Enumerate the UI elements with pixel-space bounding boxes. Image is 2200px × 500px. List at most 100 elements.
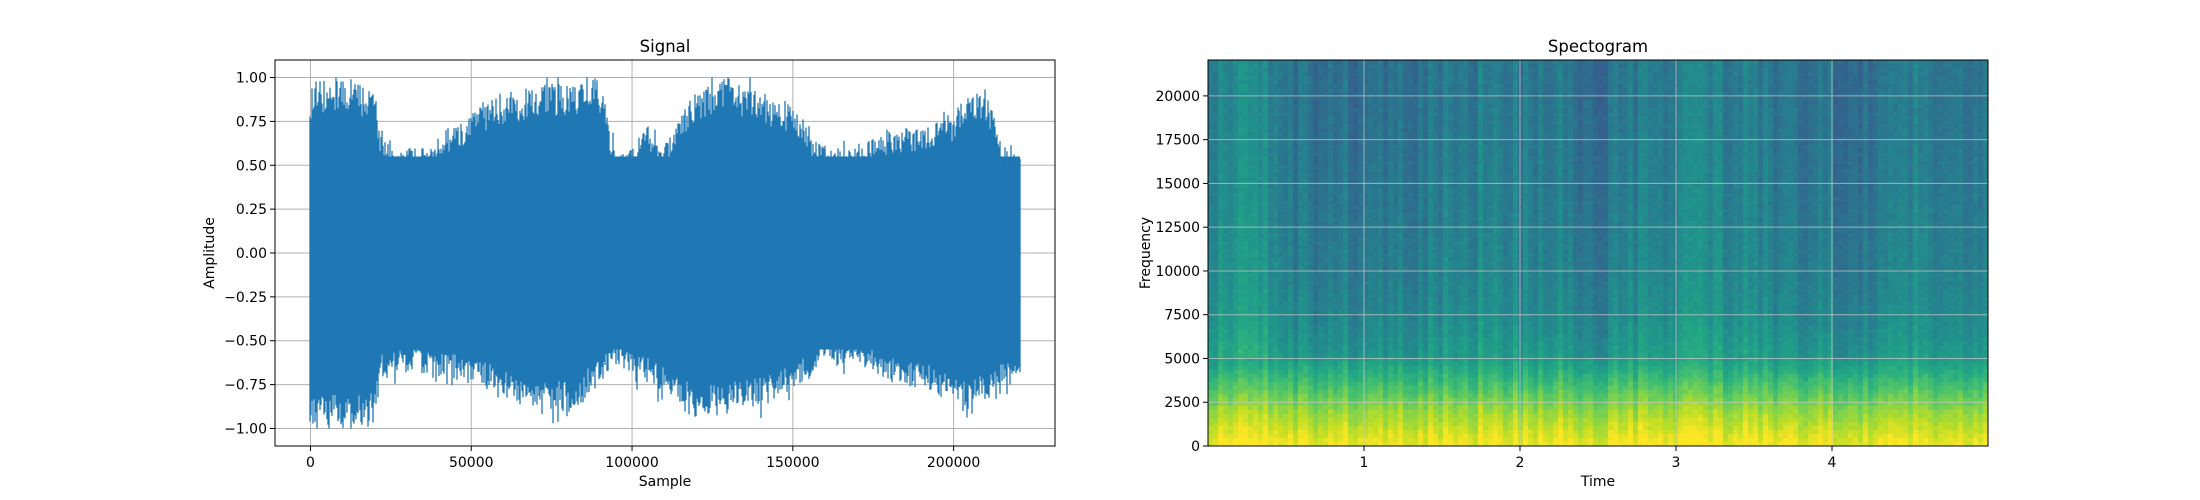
- spectrogram-cell: [1218, 353, 1224, 359]
- spectrogram-cell: [1368, 429, 1374, 435]
- spectrogram-cell: [1358, 208, 1364, 214]
- spectrogram-cell: [1408, 401, 1414, 407]
- spectrogram-cell: [1258, 208, 1264, 214]
- spectrogram-cell: [1223, 156, 1229, 162]
- spectrogram-cell: [1253, 289, 1259, 294]
- spectrogram-cell: [1313, 321, 1319, 326]
- spectrogram-cell: [1308, 413, 1314, 419]
- spectrogram-cell: [1358, 72, 1364, 77]
- spectrogram-cell: [1433, 413, 1439, 419]
- spectrogram-cell: [1233, 309, 1239, 314]
- spectrogram-cell: [1288, 257, 1294, 262]
- spectrogram-cell: [1423, 337, 1429, 343]
- spectrogram-cell: [1218, 124, 1224, 129]
- spectrogram-cell: [1378, 345, 1384, 351]
- spectrogram-cell: [1263, 188, 1269, 194]
- spectrogram-cell: [1363, 429, 1369, 435]
- spectrogram-cell: [1278, 188, 1284, 194]
- spectrogram-cell: [1393, 413, 1399, 419]
- spectrogram-cell: [1363, 148, 1369, 154]
- spectrogram-cell: [1323, 429, 1329, 435]
- spectrogram-cell: [1223, 365, 1229, 371]
- spectrogram-cell: [1238, 108, 1244, 113]
- spectrogram-cell: [1288, 172, 1294, 178]
- spectrogram-cell: [1438, 216, 1444, 222]
- spectrogram-cell: [1288, 421, 1294, 427]
- spectrogram-cell: [1313, 261, 1319, 266]
- spectrogram-cell: [1293, 168, 1299, 174]
- spectrogram-cell: [1268, 377, 1274, 383]
- spectrogram-cell: [1318, 64, 1324, 69]
- spectrogram-cell: [1218, 309, 1224, 314]
- spectrogram-cell: [1388, 301, 1394, 306]
- spectrogram-cell: [1288, 325, 1294, 330]
- spectrogram-cell: [1318, 325, 1324, 330]
- spectrogram-cell: [1283, 228, 1289, 234]
- spectrogram-cell: [1243, 108, 1249, 113]
- spectrogram-cell: [1328, 253, 1334, 258]
- spectrogram-cell: [1278, 377, 1284, 383]
- spectrogram-cell: [1328, 228, 1334, 234]
- spectrogram-cell: [1428, 220, 1434, 226]
- spectrogram-cell: [1268, 244, 1274, 250]
- spectrogram-cell: [1403, 401, 1409, 407]
- spectrogram-cell: [1408, 309, 1414, 314]
- spectrogram-cell: [1413, 192, 1419, 198]
- spectrogram-cell: [1253, 409, 1259, 415]
- spectrogram-cell: [1353, 132, 1359, 137]
- spectrogram-cell: [1293, 184, 1299, 190]
- spectrogram-cell: [1213, 248, 1219, 254]
- spectrogram-cell: [1363, 248, 1369, 254]
- spectrogram-cell: [1253, 353, 1259, 359]
- spectrogram-cell: [1433, 192, 1439, 198]
- spectrogram-cell: [1218, 257, 1224, 262]
- spectrogram-cell: [1428, 333, 1434, 339]
- spectrogram-cell: [1338, 176, 1344, 182]
- spectrogram-cell: [1438, 120, 1444, 125]
- spectrogram-cell: [1413, 289, 1419, 294]
- spectrogram-cell: [1293, 277, 1299, 282]
- spectrogram-cell: [1353, 60, 1359, 65]
- spectrogram-cell: [1358, 68, 1364, 73]
- spectrogram-cell: [1438, 116, 1444, 121]
- spectrogram-cell: [1298, 345, 1304, 351]
- spectrogram-cell: [1333, 413, 1339, 419]
- spectrogram-cell: [1398, 349, 1404, 355]
- spectrogram-cell: [1428, 261, 1434, 266]
- spectrogram-cell: [1323, 297, 1329, 302]
- spectrogram-cell: [1243, 104, 1249, 109]
- spectrogram-cell: [1318, 265, 1324, 270]
- spectrogram-cell: [1323, 80, 1329, 85]
- spectrogram-cell: [1283, 329, 1289, 335]
- spectrogram-cell: [1278, 108, 1284, 113]
- spectrogram-cell: [1283, 337, 1289, 343]
- spectrogram-cell: [1433, 401, 1439, 407]
- spectrogram-cell: [1308, 309, 1314, 314]
- spectrogram-cell: [1453, 313, 1459, 318]
- spectrogram-cell: [1308, 373, 1314, 379]
- spectrogram-cell: [1323, 405, 1329, 411]
- spectrogram-cell: [1253, 265, 1259, 270]
- spectrogram-cell: [1443, 409, 1449, 415]
- spectrogram-cell: [1243, 401, 1249, 407]
- spectrogram-cell: [1428, 425, 1434, 431]
- spectrogram-cell: [1238, 100, 1244, 105]
- spectrogram-cell: [1368, 273, 1374, 278]
- spectrogram-cell: [1408, 140, 1414, 146]
- spectrogram-cell: [1338, 104, 1344, 109]
- spectrogram-cell: [1353, 357, 1359, 363]
- spectrogram-cell: [1443, 132, 1449, 137]
- spectrogram-cell: [1338, 80, 1344, 85]
- spectrogram-cell: [1208, 184, 1214, 190]
- spectrogram-cell: [1293, 248, 1299, 254]
- spectrogram-cell: [1368, 152, 1374, 158]
- spectrogram-cell: [1298, 257, 1304, 262]
- spectrogram-cell: [1338, 200, 1344, 206]
- spectrogram-cell: [1358, 228, 1364, 234]
- spectrogram-cell: [1233, 321, 1239, 326]
- spectrogram-cell: [1303, 329, 1309, 335]
- spectrogram-cell: [1368, 417, 1374, 423]
- spectrogram-cell: [1403, 240, 1409, 246]
- spectrogram-cell: [1218, 417, 1224, 423]
- spectrogram-cell: [1433, 248, 1439, 254]
